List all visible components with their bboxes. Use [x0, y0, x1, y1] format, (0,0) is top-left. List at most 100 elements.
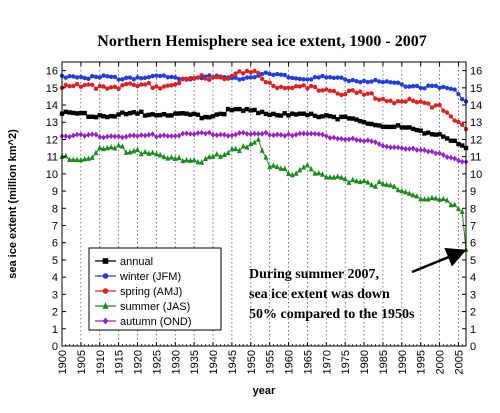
data-point-circle: [305, 86, 310, 91]
data-point-circle: [161, 84, 167, 89]
data-point-square: [282, 111, 287, 116]
data-point-circle: [82, 75, 87, 81]
data-point-diamond: [373, 139, 378, 146]
data-point-circle: [263, 70, 269, 75]
data-point-circle: [403, 99, 408, 104]
data-point-circle: [252, 75, 257, 80]
data-point-square: [131, 110, 136, 115]
data-point-triangle: [448, 201, 454, 208]
data-point-circle: [444, 110, 450, 115]
data-point-triangle: [456, 205, 461, 212]
data-point-circle: [207, 73, 212, 78]
data-point-circle: [437, 85, 442, 91]
data-point-triangle: [74, 156, 80, 163]
data-point-circle: [361, 92, 367, 97]
y-tick-label-right: 2: [470, 307, 476, 319]
data-point-square: [105, 114, 110, 120]
data-point-circle: [108, 85, 114, 90]
data-point-diamond: [290, 132, 295, 139]
series-annual: [59, 106, 469, 151]
data-point-circle: [275, 85, 280, 91]
data-point-circle: [335, 75, 340, 80]
data-point-circle: [324, 75, 329, 80]
data-point-diamond: [448, 154, 454, 161]
data-point-circle: [418, 99, 423, 104]
y-tick-label-right: 13: [470, 117, 482, 129]
data-point-circle: [131, 82, 136, 87]
data-point-circle: [82, 82, 87, 88]
data-point-diamond: [365, 137, 371, 144]
x-tick-label: 1900: [57, 350, 69, 374]
data-point-circle: [67, 83, 72, 89]
annotation-line-2: sea ice extent was down: [249, 287, 390, 302]
data-point-circle: [267, 71, 272, 77]
data-point-circle: [214, 75, 220, 80]
data-point-square: [460, 143, 465, 148]
data-point-triangle: [380, 180, 386, 187]
data-point-circle: [259, 76, 265, 82]
data-point-diamond: [429, 148, 435, 155]
data-point-square: [146, 112, 152, 118]
y-tick-label-right: 1: [470, 324, 476, 336]
data-point-square: [456, 141, 461, 147]
data-point-circle: [392, 101, 397, 106]
data-point-square: [165, 113, 170, 118]
data-point-circle: [392, 80, 397, 85]
data-point-square: [388, 124, 393, 130]
data-point-diamond: [112, 133, 118, 140]
data-point-circle: [384, 98, 389, 104]
data-point-circle: [199, 73, 204, 78]
data-point-circle: [105, 74, 110, 79]
data-point-square: [101, 114, 106, 119]
y-tick-label-right: 4: [470, 272, 476, 284]
data-point-triangle: [218, 153, 223, 159]
data-point-circle: [105, 86, 110, 91]
annotation-line-3: 50% compared to the 1950s: [249, 307, 415, 322]
data-point-circle: [146, 80, 152, 86]
data-point-square: [214, 112, 220, 117]
y-tick-label-left: 13: [46, 117, 58, 129]
data-point-circle: [456, 119, 461, 125]
data-point-circle: [176, 80, 182, 86]
data-point-triangle: [278, 165, 284, 171]
data-point-square: [305, 112, 310, 118]
x-tick-label: 1915: [114, 350, 126, 374]
data-point-diamond: [82, 132, 87, 139]
data-point-circle: [422, 86, 427, 91]
data-point-circle: [339, 75, 344, 80]
data-point-square: [395, 123, 401, 128]
data-point-diamond: [425, 148, 431, 155]
legend-entry: autumn (OND): [95, 316, 192, 328]
data-point-square: [207, 115, 212, 120]
series-layer: [59, 68, 469, 252]
data-point-triangle: [252, 139, 257, 145]
data-point-circle: [441, 108, 446, 113]
data-point-circle: [120, 83, 125, 88]
data-point-diamond: [237, 130, 242, 136]
data-point-triangle: [429, 194, 435, 201]
data-point-diamond: [105, 133, 110, 140]
data-point-square: [312, 113, 318, 119]
data-point-circle: [433, 83, 438, 89]
legend-entry: spring (AMJ): [95, 286, 182, 298]
data-point-circle: [90, 82, 95, 87]
data-point-circle: [161, 73, 167, 78]
x-tick-label: 1990: [397, 350, 409, 374]
data-point-circle: [346, 78, 352, 84]
data-point-diamond: [150, 131, 155, 138]
data-point-circle: [365, 79, 371, 85]
legend-label: summer (JAS): [120, 301, 190, 313]
data-point-diamond: [142, 132, 148, 139]
data-point-triangle: [119, 143, 125, 149]
data-point-circle: [327, 88, 333, 94]
data-point-triangle: [131, 147, 137, 154]
data-point-diamond: [154, 133, 159, 140]
data-point-square: [354, 117, 359, 122]
data-point-circle: [157, 73, 163, 79]
data-point-square: [150, 112, 155, 117]
data-point-diamond: [138, 132, 144, 139]
data-point-square: [448, 138, 454, 143]
x-axis-ticks: 1900 1905 1910 1915 1920 1925 1930 1935 1940 1945…: [57, 62, 467, 374]
data-point-square: [120, 110, 125, 115]
data-point-circle: [90, 74, 95, 79]
